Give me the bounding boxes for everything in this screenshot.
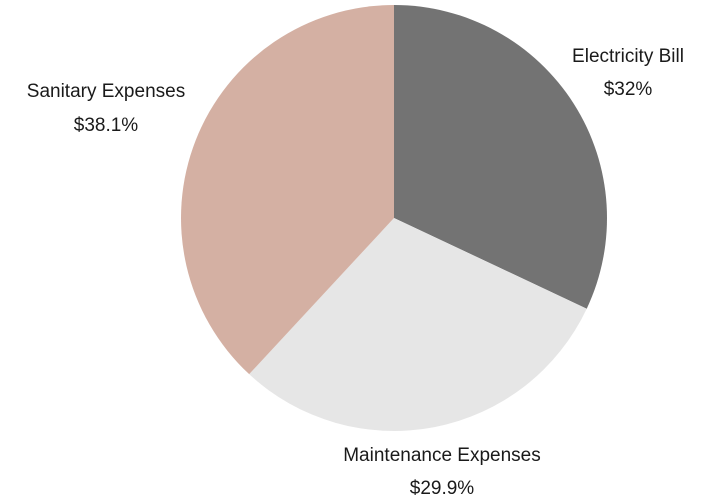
pie-slices <box>181 4 608 431</box>
slice-value-label-electricity-bill: $32% <box>604 79 653 100</box>
slice-value-label-sanitary-expenses: $38.1% <box>74 115 139 136</box>
slice-label-maintenance-expenses: Maintenance Expenses <box>343 445 541 466</box>
slice-label-electricity-bill: Electricity Bill <box>572 46 684 67</box>
pie-slice-electricity-bill <box>394 4 608 309</box>
pie-slice-maintenance-expenses <box>249 218 587 431</box>
pie-slice-sanitary-expenses <box>181 5 394 375</box>
slice-value-label-maintenance-expenses: $29.9% <box>410 478 475 499</box>
pie-labels: Electricity Bill $32% Maintenance Expenses… <box>27 46 684 499</box>
slice-label-sanitary-expenses: Sanitary Expenses <box>27 81 185 102</box>
